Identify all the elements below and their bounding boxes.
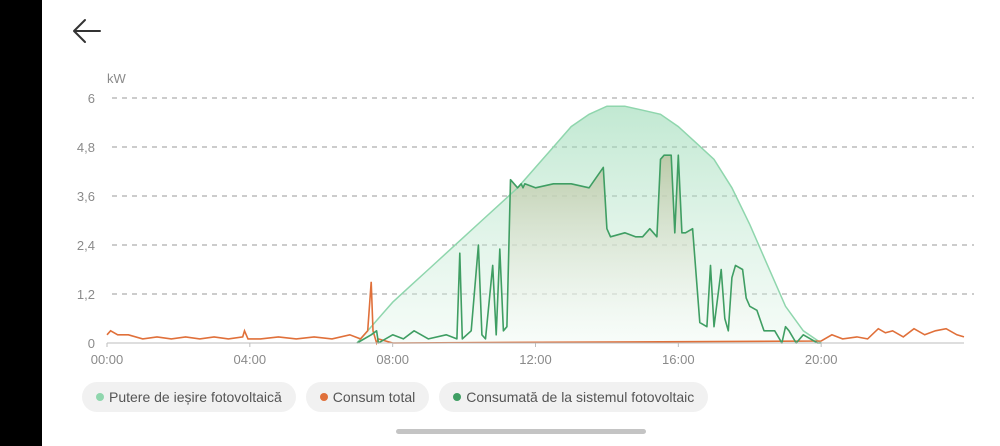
y-tick-label: 3,6 bbox=[77, 189, 95, 204]
arrow-left-icon bbox=[73, 19, 101, 43]
pv-consumed-line bbox=[356, 154, 822, 344]
legend-label-pv-output: Putere de ieșire fotovoltaică bbox=[109, 389, 282, 405]
y-tick-label: 2,4 bbox=[77, 238, 95, 253]
power-chart: 00:00 04:00 08:00 12:00 16:00 20:00 0 1,2 2,4 3,… bbox=[77, 71, 974, 367]
legend-dot-pv-consumed bbox=[453, 393, 462, 401]
y-tick-label: 6 bbox=[88, 91, 95, 106]
legend-dot-total-consumption bbox=[319, 393, 328, 401]
y-tick-label: 0 bbox=[88, 336, 95, 351]
legend-item-pv-output[interactable]: Putere de ieșire fotovoltaică bbox=[82, 382, 296, 412]
y-tick-label: 4,8 bbox=[77, 140, 95, 155]
x-tick-label: 04:00 bbox=[234, 352, 267, 367]
pv-output-line bbox=[356, 105, 822, 344]
total-consumption-line bbox=[106, 281, 965, 346]
legend-dot-pv-output bbox=[96, 393, 104, 401]
back-button[interactable] bbox=[70, 14, 104, 48]
x-tick-label: 16:00 bbox=[662, 352, 695, 367]
x-tick-label: 20:00 bbox=[805, 352, 838, 367]
x-tick-label: 08:00 bbox=[376, 352, 409, 367]
y-tick-label: 1,2 bbox=[77, 287, 95, 302]
legend: Putere de ieșire fotovoltaică Consum tot… bbox=[82, 382, 709, 412]
x-tick-label: 00:00 bbox=[91, 352, 124, 367]
screen: 00:00 04:00 08:00 12:00 16:00 20:00 0 1,2 2,4 3,… bbox=[42, 0, 1000, 446]
legend-label-total-consumption: Consum total bbox=[332, 389, 416, 405]
pv-consumed-area bbox=[357, 155, 822, 343]
home-indicator[interactable] bbox=[396, 429, 646, 434]
y-axis-unit-label: kW bbox=[107, 71, 127, 86]
legend-label-pv-consumed: Consumată de la sistemul fotovoltaic bbox=[466, 389, 695, 405]
legend-item-total-consumption[interactable]: Consum total bbox=[305, 382, 430, 412]
x-tick-label: 12:00 bbox=[519, 352, 552, 367]
legend-item-pv-consumed[interactable]: Consumată de la sistemul fotovoltaic bbox=[439, 382, 709, 412]
